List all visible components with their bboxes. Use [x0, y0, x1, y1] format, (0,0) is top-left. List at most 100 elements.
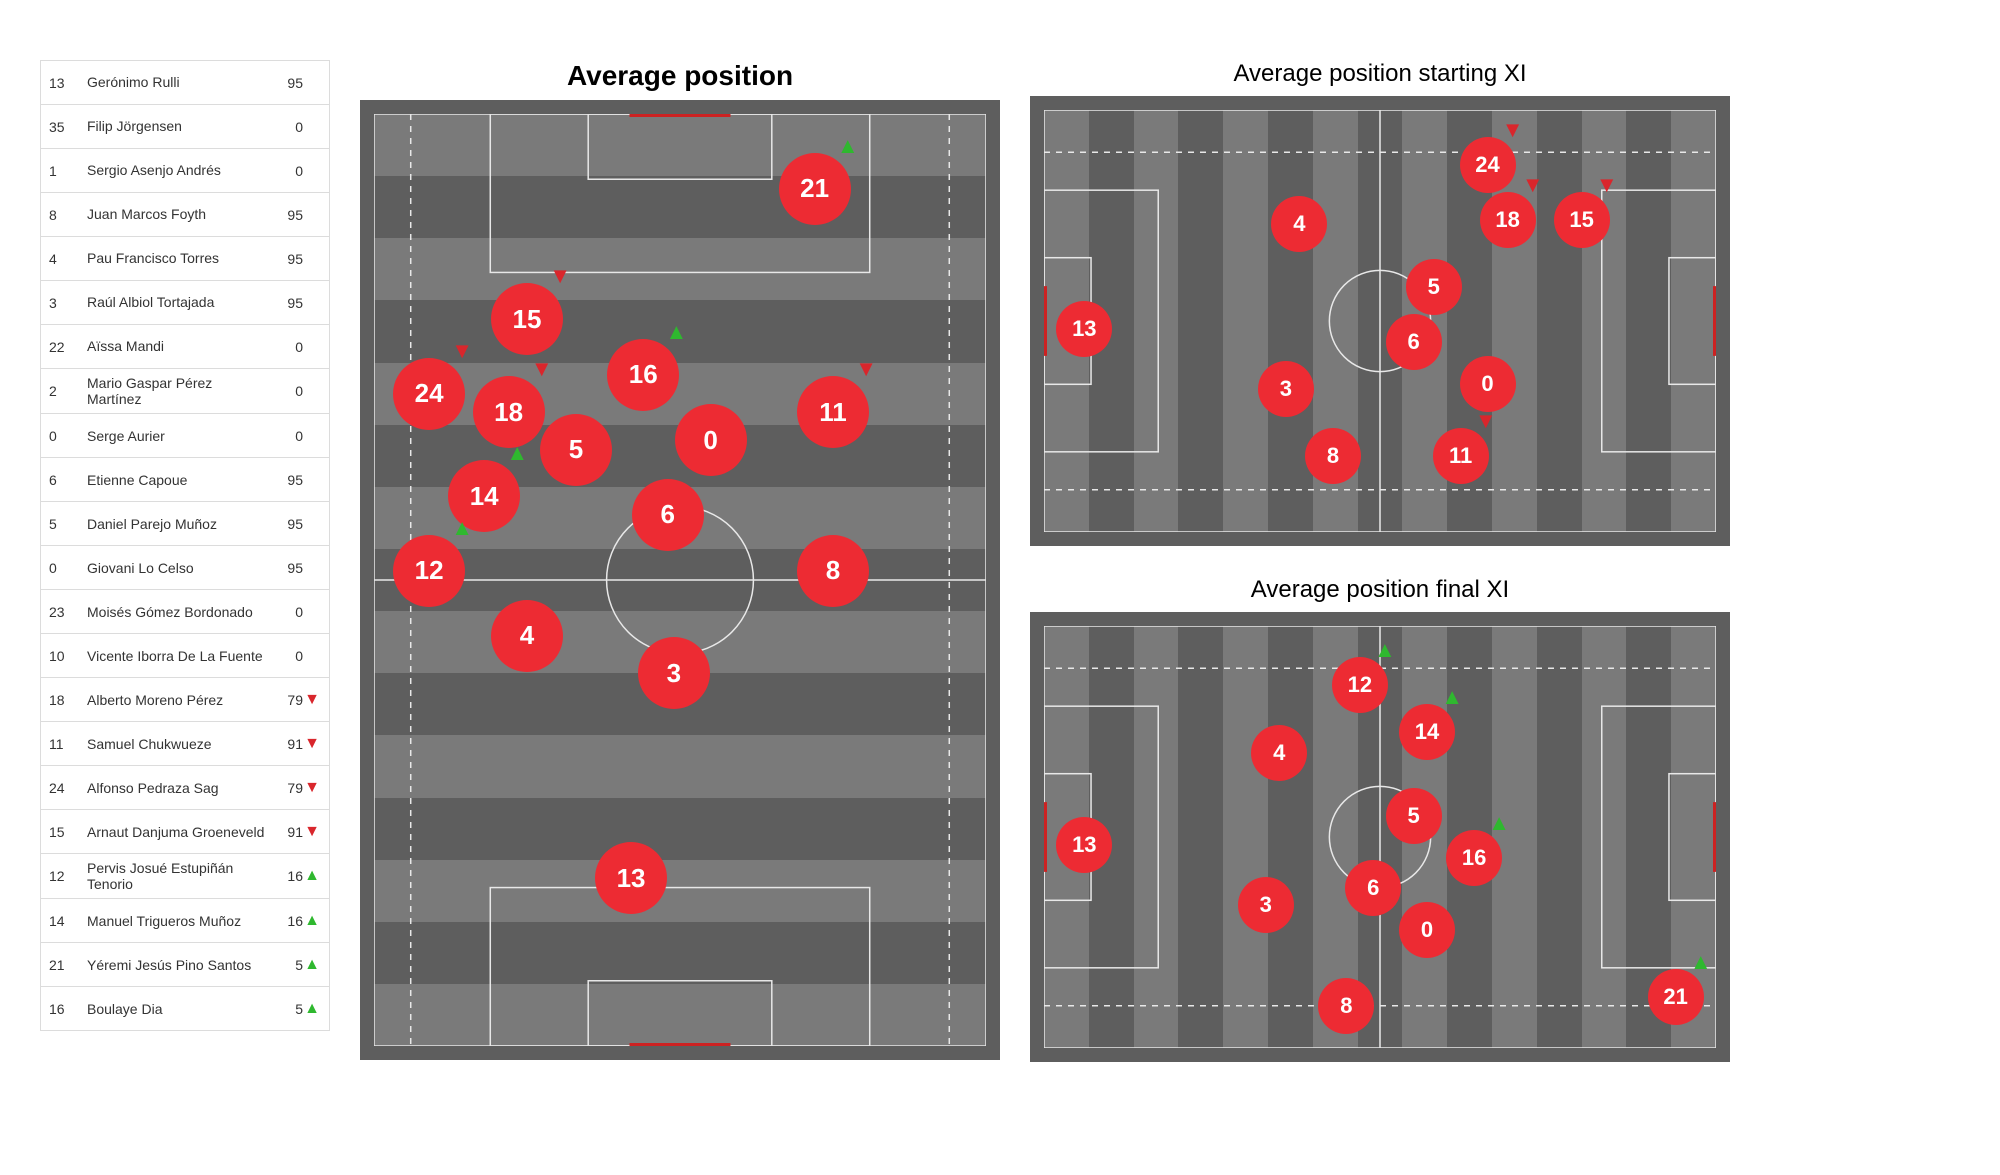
roster-num: 24 — [49, 780, 81, 796]
player-marker: 5 — [540, 414, 612, 486]
roster-num: 13 — [49, 75, 81, 91]
main-pitch-title: Average position — [360, 60, 1000, 92]
player-marker: 6 — [1345, 860, 1401, 916]
roster-name: Alberto Moreno Pérez — [81, 692, 271, 708]
roster-min: 16 — [271, 868, 303, 884]
starting-xi-pitch: 24▼18▼15▼4513630811▼ — [1030, 96, 1730, 546]
final-xi-title: Average position final XI — [1030, 576, 1730, 604]
roster-row: 24Alfonso Pedraza Sag79▼ — [41, 765, 329, 809]
main-pitch: 21▲15▼24▼18▼16▲11▼5014▲612▲84313 — [360, 100, 1000, 1060]
roster-name: Raúl Albiol Tortajada — [81, 294, 271, 310]
roster-row: 5Daniel Parejo Muñoz95 — [41, 501, 329, 545]
sub-arrow-icon: ▲ — [506, 440, 528, 466]
roster-row: 21Yéremi Jesús Pino Santos5▲ — [41, 942, 329, 986]
player-marker: 16▲ — [1446, 830, 1502, 886]
roster-num: 5 — [49, 516, 81, 532]
roster-row: 22Aïssa Mandi0 — [41, 324, 329, 368]
roster-min: 5 — [271, 1001, 303, 1017]
layout-root: 13Gerónimo Rulli9535Filip Jörgensen01Ser… — [0, 0, 2000, 1102]
sub-arrow-icon: ▼ — [1522, 172, 1544, 198]
player-marker: 0 — [1399, 902, 1455, 958]
player-marker: 6 — [1386, 314, 1442, 370]
roster-num: 15 — [49, 824, 81, 840]
sub-arrow-icon: ▲ — [1690, 949, 1712, 975]
roster-name: Etienne Capoue — [81, 472, 271, 488]
player-marker: 15▼ — [1554, 192, 1610, 248]
roster-min: 0 — [271, 339, 303, 355]
player-marker: 12▲ — [1332, 657, 1388, 713]
roster-row: 10Vicente Iborra De La Fuente0 — [41, 633, 329, 677]
roster-num: 35 — [49, 119, 81, 135]
sub-arrow-icon: ▼ — [303, 779, 321, 797]
roster-min: 0 — [271, 119, 303, 135]
roster-num: 0 — [49, 428, 81, 444]
player-marker: 8 — [797, 535, 869, 607]
player-marker: 0 — [1460, 356, 1516, 412]
player-marker: 15▼ — [491, 283, 563, 355]
roster-row: 23Moisés Gómez Bordonado0 — [41, 589, 329, 633]
sub-arrow-icon: ▲ — [837, 133, 859, 159]
roster-name: Manuel Trigueros Muñoz — [81, 913, 271, 929]
sub-arrow-icon: ▲ — [1441, 684, 1463, 710]
sub-arrow-icon: ▼ — [1596, 172, 1618, 198]
player-marker: 0 — [675, 404, 747, 476]
sub-arrow-icon: ▼ — [531, 356, 553, 382]
roster-name: Boulaye Dia — [81, 1001, 271, 1017]
roster-row: 3Raúl Albiol Tortajada95 — [41, 280, 329, 324]
sub-arrow-icon: ▲ — [303, 912, 321, 930]
roster-min: 95 — [271, 295, 303, 311]
player-marker: 24▼ — [1460, 137, 1516, 193]
roster-min: 0 — [271, 428, 303, 444]
roster-row: 2Mario Gaspar Pérez Martínez0 — [41, 368, 329, 413]
roster-name: Giovani Lo Celso — [81, 560, 271, 576]
roster-name: Daniel Parejo Muñoz — [81, 516, 271, 532]
roster-name: Moisés Gómez Bordonado — [81, 604, 271, 620]
player-marker: 6 — [632, 479, 704, 551]
player-marker: 21▲ — [779, 153, 851, 225]
side-pitches: Average position starting XI 24▼18▼15▼45… — [1030, 60, 1730, 1062]
player-marker: 8 — [1318, 978, 1374, 1034]
main-pitch-panel: Average position 21▲15▼24▼18▼16▲11▼5014▲… — [360, 60, 1000, 1060]
final-xi-pitch: 12▲14▲451316▲630821▲ — [1030, 612, 1730, 1062]
sub-arrow-icon: ▼ — [1502, 117, 1524, 143]
roster-name: Yéremi Jesús Pino Santos — [81, 957, 271, 973]
sub-arrow-icon: ▼ — [303, 735, 321, 753]
sub-arrow-icon: ▲ — [665, 319, 687, 345]
sub-arrow-icon: ▼ — [303, 691, 321, 709]
player-marker: 16▲ — [607, 339, 679, 411]
sub-arrow-icon: ▲ — [1374, 637, 1396, 663]
roster-row: 14Manuel Trigueros Muñoz16▲ — [41, 898, 329, 942]
roster-min: 91 — [271, 824, 303, 840]
roster-num: 22 — [49, 339, 81, 355]
sub-arrow-icon: ▼ — [451, 338, 473, 364]
player-marker: 13 — [595, 842, 667, 914]
sub-arrow-icon: ▲ — [451, 515, 473, 541]
sub-arrow-icon: ▼ — [855, 356, 877, 382]
roster-row: 15Arnaut Danjuma Groeneveld91▼ — [41, 809, 329, 853]
roster-num: 11 — [49, 736, 81, 752]
roster-min: 95 — [271, 472, 303, 488]
roster-min: 0 — [271, 163, 303, 179]
roster-row: 8Juan Marcos Foyth95 — [41, 192, 329, 236]
roster-row: 6Etienne Capoue95 — [41, 457, 329, 501]
roster-num: 1 — [49, 163, 81, 179]
roster-row: 18Alberto Moreno Pérez79▼ — [41, 677, 329, 721]
player-marker: 11▼ — [797, 376, 869, 448]
player-marker: 3 — [1238, 877, 1294, 933]
roster-row: 0Giovani Lo Celso95 — [41, 545, 329, 589]
roster-name: Aïssa Mandi — [81, 338, 271, 354]
roster-min: 95 — [271, 75, 303, 91]
player-marker: 18▼ — [473, 376, 545, 448]
player-marker: 13 — [1056, 301, 1112, 357]
roster-num: 21 — [49, 957, 81, 973]
starting-xi-title: Average position starting XI — [1030, 60, 1730, 88]
player-marker: 13 — [1056, 817, 1112, 873]
roster-name: Alfonso Pedraza Sag — [81, 780, 271, 796]
roster-name: Filip Jörgensen — [81, 118, 271, 134]
roster-row: 35Filip Jörgensen0 — [41, 104, 329, 148]
roster-name: Samuel Chukwueze — [81, 736, 271, 752]
player-marker: 24▼ — [393, 358, 465, 430]
player-marker: 21▲ — [1648, 969, 1704, 1025]
roster-name: Mario Gaspar Pérez Martínez — [81, 375, 271, 407]
roster-name: Juan Marcos Foyth — [81, 206, 271, 222]
